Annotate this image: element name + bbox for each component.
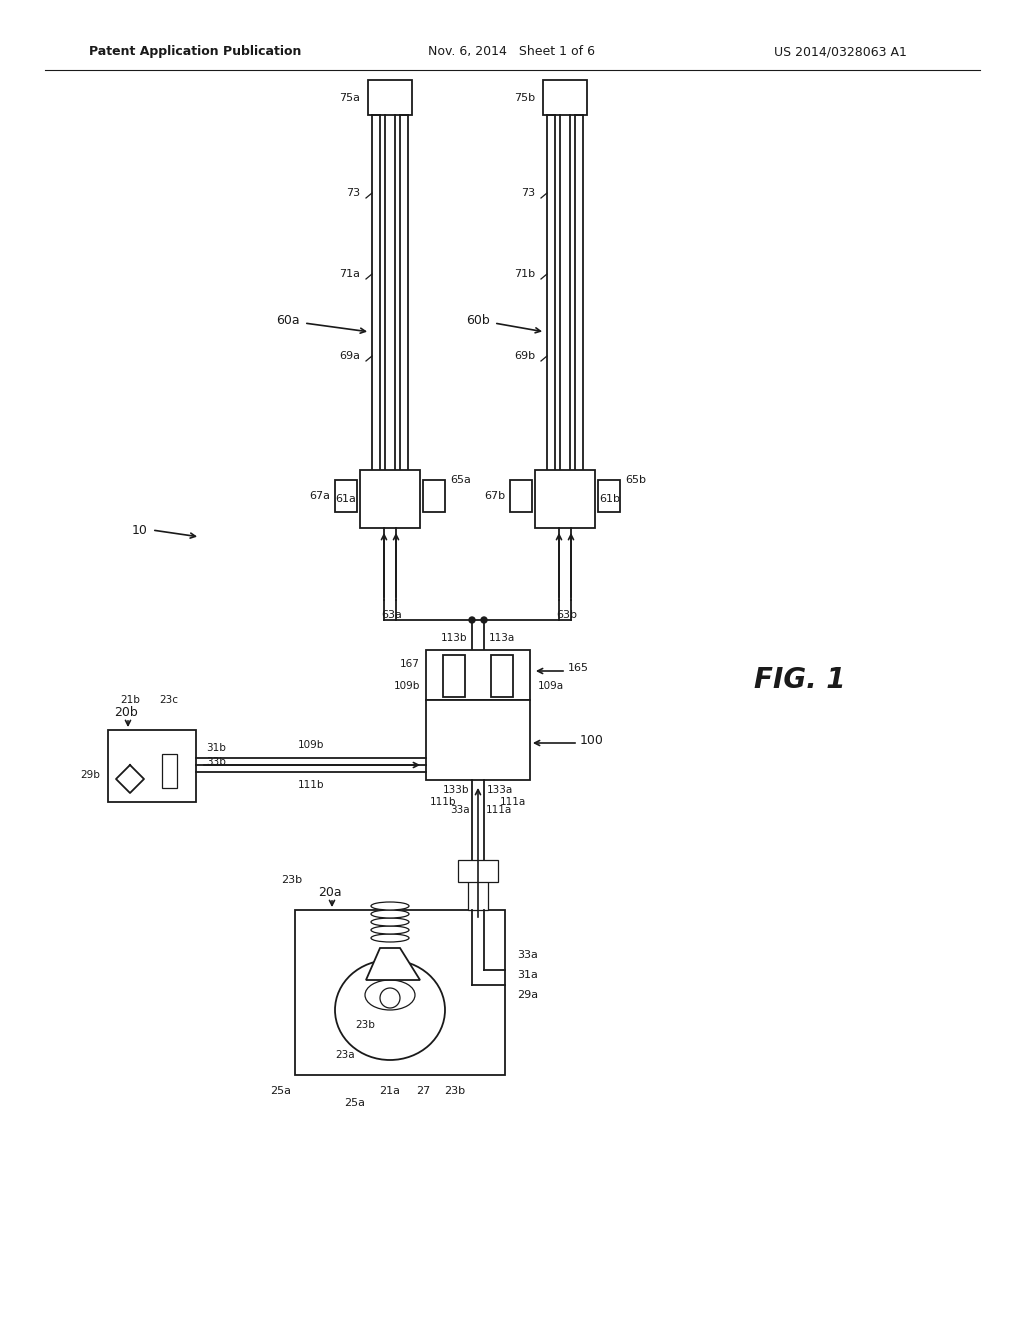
Ellipse shape <box>335 960 445 1060</box>
Text: 100: 100 <box>580 734 604 747</box>
Text: 73: 73 <box>346 187 360 198</box>
Bar <box>162 754 177 788</box>
Text: 133b: 133b <box>442 785 469 795</box>
Bar <box>295 909 505 1074</box>
Text: 61b: 61b <box>599 494 620 504</box>
Text: 23b: 23b <box>281 875 302 884</box>
Text: 31a: 31a <box>517 970 538 979</box>
Bar <box>490 655 513 697</box>
Bar <box>543 81 587 115</box>
Ellipse shape <box>371 902 409 909</box>
Bar <box>423 480 445 512</box>
Text: 61a: 61a <box>335 494 356 504</box>
Text: 111b: 111b <box>429 797 456 807</box>
Text: 67b: 67b <box>484 491 505 502</box>
Ellipse shape <box>365 979 415 1010</box>
Ellipse shape <box>371 909 409 917</box>
Text: 109b: 109b <box>298 741 325 750</box>
Bar <box>108 730 196 803</box>
Text: FIG. 1: FIG. 1 <box>755 667 846 694</box>
Ellipse shape <box>371 917 409 927</box>
Text: 111b: 111b <box>298 780 325 789</box>
Bar <box>426 649 530 700</box>
Text: 63b: 63b <box>556 610 578 620</box>
Text: 67a: 67a <box>309 491 330 502</box>
Text: 31b: 31b <box>206 743 226 752</box>
Bar <box>468 880 488 909</box>
Ellipse shape <box>371 935 409 942</box>
Bar <box>510 480 532 512</box>
Text: 29a: 29a <box>517 990 539 1001</box>
Text: 69b: 69b <box>514 351 535 360</box>
Text: 113b: 113b <box>440 634 467 643</box>
Text: 111a: 111a <box>500 797 526 807</box>
Text: 25a: 25a <box>344 1098 366 1107</box>
Bar <box>443 655 465 697</box>
Text: 21a: 21a <box>380 1086 400 1096</box>
Bar <box>426 700 530 780</box>
Text: 165: 165 <box>568 663 589 673</box>
Text: Nov. 6, 2014   Sheet 1 of 6: Nov. 6, 2014 Sheet 1 of 6 <box>428 45 596 58</box>
Text: 25a: 25a <box>270 1086 292 1096</box>
Text: 21b: 21b <box>120 696 140 705</box>
Text: 65b: 65b <box>625 475 646 484</box>
Text: 10: 10 <box>132 524 148 536</box>
Text: 33a: 33a <box>451 805 470 814</box>
Ellipse shape <box>371 927 409 935</box>
Text: 109a: 109a <box>538 681 564 690</box>
Text: 33b: 33b <box>206 756 226 767</box>
Text: US 2014/0328063 A1: US 2014/0328063 A1 <box>773 45 906 58</box>
Text: 63a: 63a <box>382 610 402 620</box>
Text: 113a: 113a <box>488 634 515 643</box>
Text: 60b: 60b <box>466 314 490 326</box>
Text: 75b: 75b <box>514 92 535 103</box>
Text: 27: 27 <box>416 1086 430 1096</box>
Text: 33a: 33a <box>517 950 538 960</box>
Circle shape <box>469 616 475 623</box>
Text: 109b: 109b <box>393 681 420 690</box>
Bar <box>360 470 420 528</box>
Text: 73: 73 <box>521 187 535 198</box>
Bar <box>598 480 620 512</box>
Text: Patent Application Publication: Patent Application Publication <box>89 45 301 58</box>
Bar <box>335 480 357 512</box>
Circle shape <box>481 616 487 623</box>
Circle shape <box>380 987 400 1008</box>
Text: 71a: 71a <box>339 269 360 279</box>
Text: 20b: 20b <box>114 705 138 718</box>
Text: 23c: 23c <box>160 696 178 705</box>
Text: 133a: 133a <box>486 785 513 795</box>
Text: 20a: 20a <box>318 886 342 899</box>
Text: 167: 167 <box>400 659 420 669</box>
Text: 23b: 23b <box>444 1086 466 1096</box>
Text: 111a: 111a <box>486 805 512 814</box>
Text: 65a: 65a <box>450 475 471 484</box>
Bar <box>368 81 412 115</box>
Text: 71b: 71b <box>514 269 535 279</box>
Polygon shape <box>366 948 420 979</box>
Bar <box>458 861 498 882</box>
Text: 75a: 75a <box>339 92 360 103</box>
Text: 23a: 23a <box>335 1049 354 1060</box>
Bar <box>535 470 595 528</box>
Text: 29b: 29b <box>80 770 100 780</box>
Text: 23b: 23b <box>355 1020 375 1030</box>
Text: 69a: 69a <box>339 351 360 360</box>
Text: 60a: 60a <box>276 314 300 326</box>
